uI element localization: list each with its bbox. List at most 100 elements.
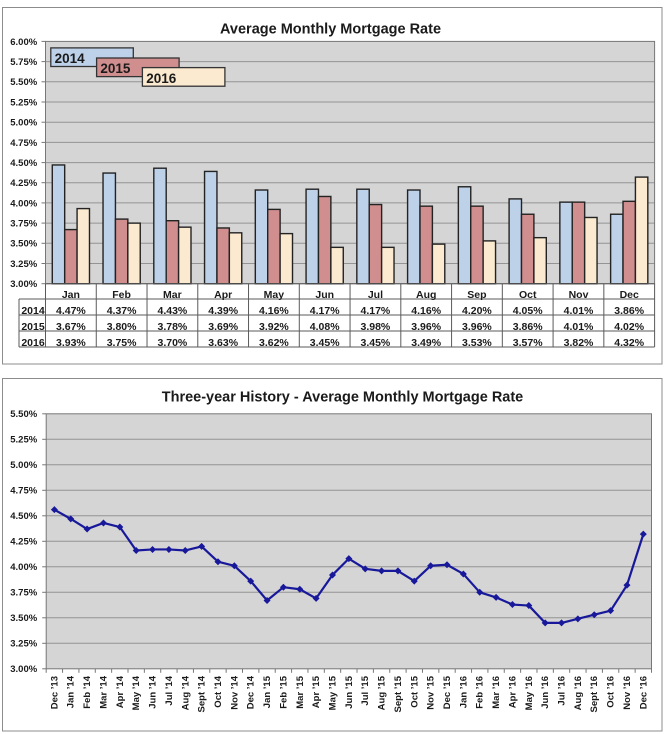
svg-text:3.67%: 3.67% xyxy=(56,321,86,333)
svg-text:6.00%: 6.00% xyxy=(10,37,37,48)
svg-text:Jun: Jun xyxy=(315,289,334,301)
svg-text:4.20%: 4.20% xyxy=(462,305,492,317)
svg-text:Oct ’16: Oct ’16 xyxy=(606,676,617,708)
svg-text:3.98%: 3.98% xyxy=(361,321,391,333)
svg-text:Jul ’14: Jul ’14 xyxy=(164,675,175,705)
svg-text:3.75%: 3.75% xyxy=(10,588,37,599)
svg-text:3.80%: 3.80% xyxy=(107,321,137,333)
svg-text:2014: 2014 xyxy=(55,51,86,66)
svg-text:4.16%: 4.16% xyxy=(259,305,289,317)
svg-text:Nov ’16: Nov ’16 xyxy=(622,676,633,710)
svg-text:Jun ’14: Jun ’14 xyxy=(148,675,159,708)
svg-text:Feb ’15: Feb ’15 xyxy=(278,675,289,708)
svg-text:Jun ’15: Jun ’15 xyxy=(344,675,355,708)
svg-text:2016: 2016 xyxy=(21,337,45,349)
svg-text:3.57%: 3.57% xyxy=(513,337,543,349)
svg-text:Feb ’14: Feb ’14 xyxy=(82,675,93,708)
svg-text:3.25%: 3.25% xyxy=(10,639,37,650)
svg-text:Sept ’14: Sept ’14 xyxy=(197,675,208,712)
svg-text:Apr ’14: Apr ’14 xyxy=(115,675,126,708)
svg-text:Apr ’15: Apr ’15 xyxy=(311,675,322,708)
svg-text:4.75%: 4.75% xyxy=(10,138,37,149)
svg-text:4.16%: 4.16% xyxy=(411,305,441,317)
svg-text:Jun ’16: Jun ’16 xyxy=(540,676,551,709)
svg-text:Dec ’15: Dec ’15 xyxy=(442,675,453,709)
svg-text:5.25%: 5.25% xyxy=(10,97,37,108)
svg-text:4.17%: 4.17% xyxy=(310,305,340,317)
svg-text:4.17%: 4.17% xyxy=(361,305,391,317)
svg-text:3.82%: 3.82% xyxy=(564,337,594,349)
svg-text:Jul ’15: Jul ’15 xyxy=(360,675,371,705)
svg-text:Mar: Mar xyxy=(163,289,182,301)
svg-text:3.53%: 3.53% xyxy=(462,337,492,349)
svg-text:Apr: Apr xyxy=(214,289,232,301)
svg-text:2014: 2014 xyxy=(21,305,45,317)
svg-text:5.25%: 5.25% xyxy=(10,435,37,446)
svg-text:3.75%: 3.75% xyxy=(107,337,137,349)
svg-text:Average Monthly Mortgage Rate: Average Monthly Mortgage Rate xyxy=(220,22,441,38)
svg-text:5.00%: 5.00% xyxy=(10,118,37,129)
svg-text:3.86%: 3.86% xyxy=(513,321,543,333)
svg-text:May ’14: May ’14 xyxy=(131,675,142,710)
svg-text:3.50%: 3.50% xyxy=(10,239,37,250)
svg-text:2016: 2016 xyxy=(146,71,177,86)
svg-text:3.93%: 3.93% xyxy=(56,337,86,349)
svg-text:Aug ’15: Aug ’15 xyxy=(377,675,388,710)
svg-text:4.00%: 4.00% xyxy=(10,198,37,209)
svg-text:May: May xyxy=(264,289,285,301)
svg-text:3.45%: 3.45% xyxy=(361,337,391,349)
svg-text:3.70%: 3.70% xyxy=(158,337,188,349)
svg-text:Jan ’16: Jan ’16 xyxy=(458,676,469,708)
svg-text:4.32%: 4.32% xyxy=(614,337,644,349)
svg-text:4.25%: 4.25% xyxy=(10,178,37,189)
svg-text:3.00%: 3.00% xyxy=(10,279,37,290)
svg-text:Oct: Oct xyxy=(519,289,537,301)
svg-text:3.45%: 3.45% xyxy=(310,337,340,349)
svg-text:4.01%: 4.01% xyxy=(564,305,594,317)
svg-text:3.49%: 3.49% xyxy=(411,337,441,349)
svg-text:3.92%: 3.92% xyxy=(259,321,289,333)
svg-text:3.63%: 3.63% xyxy=(208,337,238,349)
svg-text:3.96%: 3.96% xyxy=(411,321,441,333)
svg-text:Sept ’16: Sept ’16 xyxy=(589,676,600,712)
svg-text:4.50%: 4.50% xyxy=(10,158,37,169)
svg-text:Mar ’14: Mar ’14 xyxy=(98,675,109,708)
svg-text:Three-year History - Average M: Three-year History - Average Monthly Mor… xyxy=(162,390,524,406)
svg-text:4.08%: 4.08% xyxy=(310,321,340,333)
svg-text:2015: 2015 xyxy=(21,321,45,333)
svg-text:4.00%: 4.00% xyxy=(10,562,37,573)
svg-text:4.50%: 4.50% xyxy=(10,511,37,522)
svg-text:3.75%: 3.75% xyxy=(10,219,37,230)
svg-text:5.75%: 5.75% xyxy=(10,57,37,68)
svg-text:3.69%: 3.69% xyxy=(208,321,238,333)
svg-text:Sept ’15: Sept ’15 xyxy=(393,675,404,712)
svg-text:Jan: Jan xyxy=(62,289,80,301)
svg-text:Apr ’16: Apr ’16 xyxy=(507,676,518,708)
svg-text:Oct ’14: Oct ’14 xyxy=(213,675,224,707)
svg-text:Nov: Nov xyxy=(569,289,589,301)
svg-text:4.47%: 4.47% xyxy=(56,305,86,317)
svg-text:3.25%: 3.25% xyxy=(10,259,37,270)
svg-text:2015: 2015 xyxy=(100,61,131,76)
svg-text:3.78%: 3.78% xyxy=(158,321,188,333)
svg-text:5.00%: 5.00% xyxy=(10,460,37,471)
svg-text:3.62%: 3.62% xyxy=(259,337,289,349)
svg-text:3.96%: 3.96% xyxy=(462,321,492,333)
svg-text:Dec: Dec xyxy=(620,289,639,301)
svg-text:May ’15: May ’15 xyxy=(327,675,338,710)
svg-text:May ’16: May ’16 xyxy=(524,676,535,710)
svg-text:Aug ’14: Aug ’14 xyxy=(180,675,191,710)
svg-text:Nov ’15: Nov ’15 xyxy=(426,675,437,710)
svg-text:4.01%: 4.01% xyxy=(564,321,594,333)
svg-text:4.05%: 4.05% xyxy=(513,305,543,317)
svg-text:Aug ’16: Aug ’16 xyxy=(573,676,584,710)
svg-text:3.00%: 3.00% xyxy=(10,664,37,675)
svg-text:Jan ’15: Jan ’15 xyxy=(262,675,273,708)
svg-text:4.37%: 4.37% xyxy=(107,305,137,317)
svg-text:4.02%: 4.02% xyxy=(614,321,644,333)
svg-text:Dec ’14: Dec ’14 xyxy=(246,675,257,709)
svg-text:Mar ’16: Mar ’16 xyxy=(491,676,502,709)
svg-text:3.86%: 3.86% xyxy=(614,305,644,317)
svg-text:Mar ’15: Mar ’15 xyxy=(295,675,306,708)
svg-text:Feb ’16: Feb ’16 xyxy=(475,676,486,709)
